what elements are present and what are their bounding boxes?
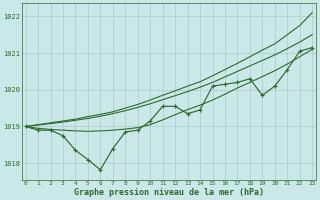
X-axis label: Graphe pression niveau de la mer (hPa): Graphe pression niveau de la mer (hPa) — [74, 188, 264, 197]
